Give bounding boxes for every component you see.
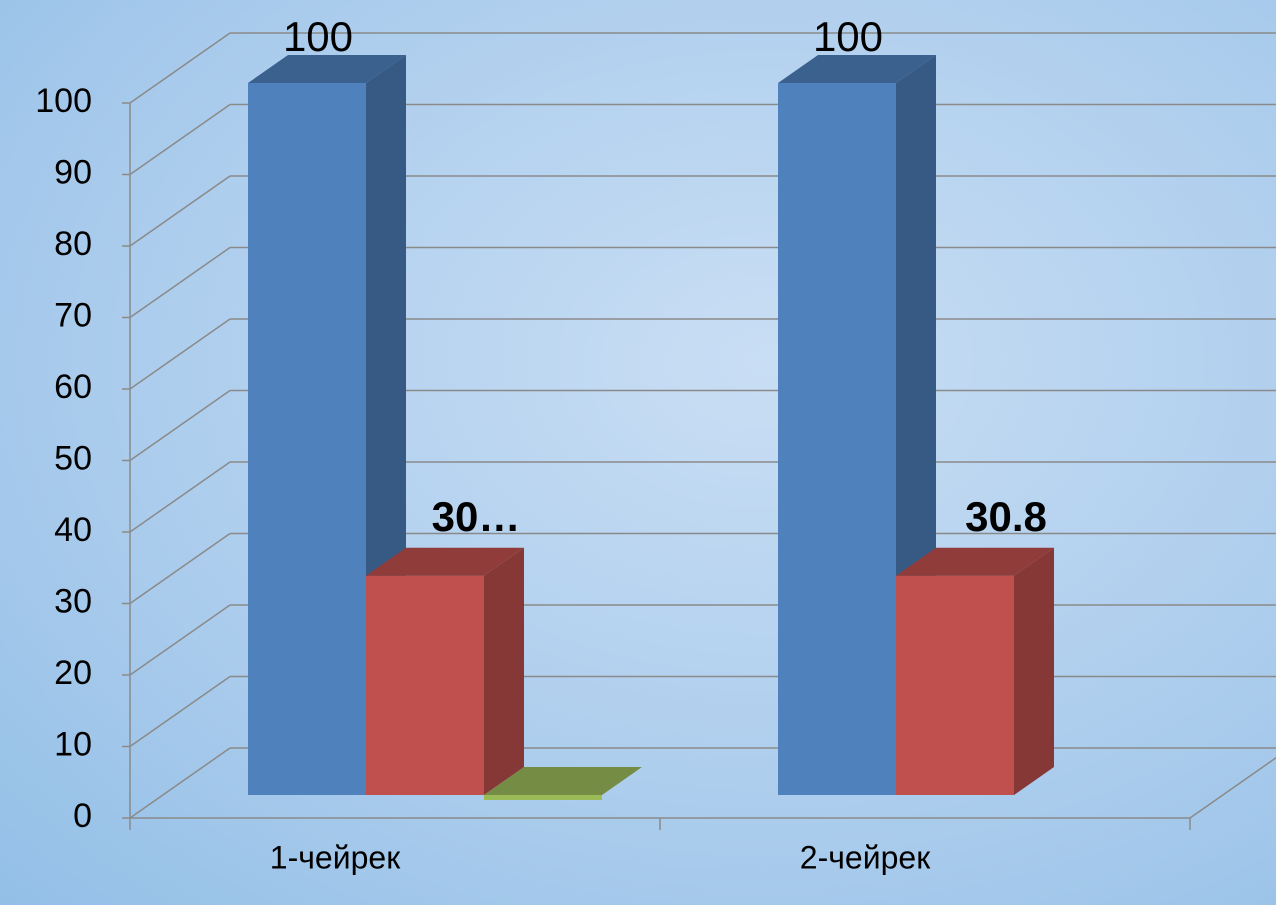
- bar: [484, 795, 602, 800]
- bar-top: [248, 55, 406, 83]
- y-tick-label: 60: [54, 368, 92, 406]
- bar-top: [778, 55, 936, 83]
- bar-side: [484, 547, 524, 795]
- bar-top: [366, 547, 524, 576]
- y-tick-label: 70: [54, 296, 92, 334]
- grid-diagonal: [129, 246, 231, 319]
- value-label: 100: [283, 13, 353, 60]
- y-tick-label: 20: [54, 654, 92, 692]
- bar: [366, 575, 484, 795]
- grid-diagonal: [129, 175, 231, 247]
- bar: [248, 83, 366, 795]
- grid-diagonal: [129, 103, 231, 176]
- bar-side: [1014, 547, 1054, 795]
- y-tick-label: 40: [54, 511, 92, 549]
- grid-diagonal: [129, 675, 231, 748]
- grid-diagonal: [129, 389, 231, 462]
- bar-top: [484, 767, 642, 795]
- y-tick-label: 90: [54, 153, 92, 191]
- value-label: 100: [813, 13, 883, 60]
- y-tick-label: 10: [54, 725, 92, 763]
- grid-diagonal: [129, 318, 231, 390]
- bar-top: [896, 547, 1054, 576]
- y-tick-label: 80: [54, 225, 92, 263]
- value-label: 30…: [432, 493, 521, 540]
- grid-diagonal: [129, 747, 231, 819]
- grid-diagonal: [129, 532, 231, 605]
- grid-diagonal: [129, 461, 231, 533]
- value-label: 30.8: [965, 493, 1047, 540]
- y-tick-label: 50: [54, 439, 92, 477]
- grid-diagonal: [129, 604, 231, 676]
- y-tick-label: 0: [73, 797, 92, 835]
- grid-diagonal: [129, 32, 231, 104]
- y-tick-label: 100: [35, 82, 92, 120]
- x-tick-label: 2-чейрек: [800, 839, 931, 875]
- floor-edge: [1189, 756, 1276, 819]
- bar: [778, 83, 896, 795]
- x-tick-label: 1-чейрек: [270, 839, 401, 875]
- bar: [896, 575, 1014, 795]
- y-tick-label: 30: [54, 582, 92, 620]
